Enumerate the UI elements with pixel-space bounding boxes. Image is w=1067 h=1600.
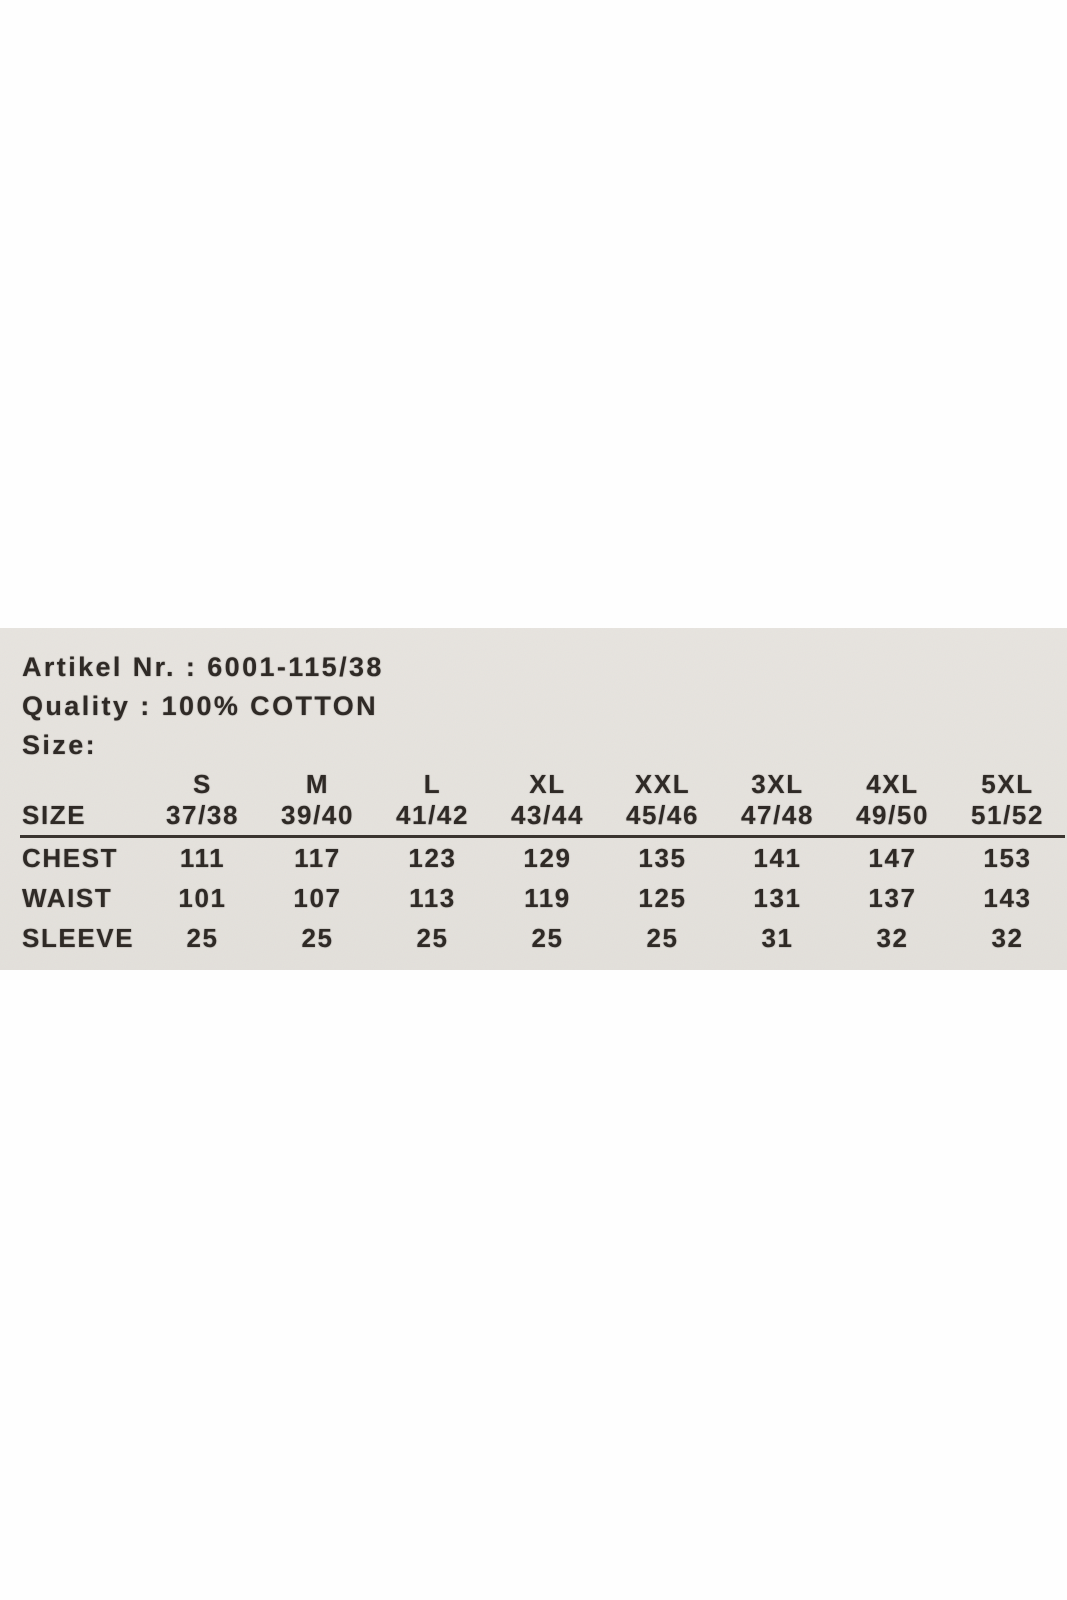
cell-chest-L: 123 [408,842,457,873]
size-letter-L: L [423,769,442,799]
size-range-row: SIZE 37/38 39/40 41/42 43/44 45/46 47/48 49/50 5… [20,800,1065,837]
cell-sleeve-5XL: 32 [991,922,1024,953]
cell-sleeve-XL: 25 [531,922,564,953]
size-chart-body: CHEST 111 117 123 129 135 141 147 153 WAIST 101 107… [20,837,1065,959]
artikel-number-value: 6001-115/38 [207,652,384,682]
measure-row-sleeve: SLEEVE 25 25 25 25 25 31 32 32 [20,918,1065,958]
label-meta: Artikel Nr. : 6001-115/38 Quality : 100% C… [22,648,384,765]
size-letter-row: S M L XL XXL 3XL 4XL 5XL [20,768,1065,800]
cell-waist-4XL: 137 [868,882,917,913]
row-label-sleeve: SLEEVE [22,922,135,953]
size-range-XXL: 45/46 [625,800,700,830]
cell-sleeve-L: 25 [416,922,449,953]
cell-waist-XL: 119 [524,882,571,913]
header-corner-empty [20,768,145,800]
cell-chest-S: 111 [179,842,226,873]
cell-sleeve-M: 25 [301,922,334,953]
cell-chest-5XL: 153 [983,842,1032,873]
size-range-5XL: 51/52 [970,800,1045,830]
corner-header: SIZE [22,800,87,830]
cell-waist-5XL: 143 [983,882,1032,913]
artikel-number-line: Artikel Nr. : 6001-115/38 [22,648,384,687]
cell-waist-L: 113 [409,882,456,913]
row-label-waist: WAIST [22,882,113,913]
row-label-chest: CHEST [22,842,119,873]
size-range-4XL: 49/50 [855,800,930,830]
size-chart-table: S M L XL XXL 3XL 4XL 5XL SIZE 37/38 39/40 41/42 43/4… [20,768,1065,958]
cell-sleeve-S: 25 [186,922,219,953]
quality-line: Quality : 100% COTTON [22,687,384,726]
cell-sleeve-4XL: 32 [876,922,909,953]
size-letter-3XL: 3XL [751,769,804,799]
cell-chest-XXL: 135 [638,842,687,873]
quality-key: Quality : [22,691,152,721]
size-letter-M: M [305,769,330,799]
size-heading: Size: [22,730,98,760]
size-range-L: 41/42 [395,800,470,830]
cell-chest-XL: 129 [523,842,572,873]
size-range-M: 39/40 [280,800,355,830]
cell-waist-M: 107 [293,882,342,913]
size-letter-S: S [193,769,212,799]
cell-chest-3XL: 141 [753,842,802,873]
size-range-XL: 43/44 [510,800,585,830]
size-range-S: 37/38 [165,800,240,830]
size-letter-XL: XL [529,769,566,799]
cell-waist-XXL: 125 [638,882,687,913]
cell-waist-3XL: 131 [753,882,802,913]
cell-sleeve-XXL: 25 [646,922,679,953]
size-letter-4XL: 4XL [866,769,919,799]
measure-row-waist: WAIST 101 107 113 119 125 131 137 143 [20,878,1065,918]
cell-waist-S: 101 [178,882,227,913]
size-range-3XL: 47/48 [740,800,815,830]
cell-chest-4XL: 147 [868,842,917,873]
cell-sleeve-3XL: 31 [761,922,794,953]
size-label-strip: Artikel Nr. : 6001-115/38 Quality : 100% C… [0,628,1067,970]
measure-row-chest: CHEST 111 117 123 129 135 141 147 153 [20,837,1065,879]
size-letter-5XL: 5XL [981,769,1034,799]
artikel-number-key: Artikel Nr. : [22,652,198,682]
size-chart-header: S M L XL XXL 3XL 4XL 5XL SIZE 37/38 39/40 41/42 43/4… [20,768,1065,837]
size-letter-XXL: XXL [634,769,691,799]
quality-value: 100% COTTON [161,691,379,721]
cell-chest-M: 117 [294,842,341,873]
